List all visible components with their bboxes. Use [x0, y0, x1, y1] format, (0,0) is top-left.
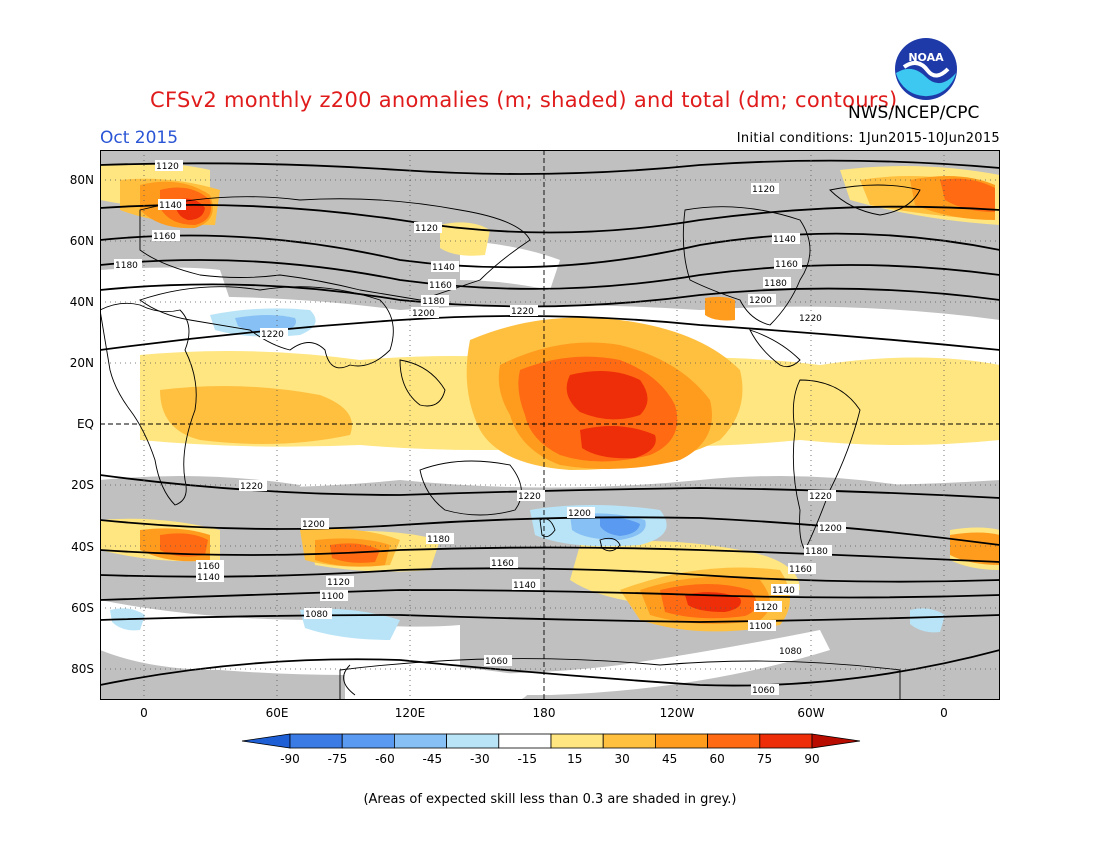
colorbar-tick-label: -60	[375, 752, 395, 766]
contour-label: 1200	[302, 520, 325, 530]
height-contours	[100, 159, 1000, 687]
contour-label: 1100	[749, 622, 772, 632]
lat-label: 80N	[69, 173, 94, 187]
contour-label: 1160	[429, 281, 452, 291]
anomaly-75-90	[175, 198, 741, 612]
lon-label: 120E	[394, 706, 426, 720]
lat-label: 60S	[71, 601, 94, 615]
lon-label: 120W	[659, 706, 695, 720]
colorbar-end-low	[241, 733, 291, 749]
lon-label: 60W	[797, 706, 825, 720]
colorbar-tick-label: -45	[422, 752, 443, 766]
contour-label: 1120	[327, 578, 350, 588]
contour-label: 1160	[789, 565, 812, 575]
contour-label: 1200	[819, 524, 842, 534]
initial-conditions: Initial conditions: 1Jun2015-10Jun2015	[736, 131, 1000, 146]
colorbar-tick-label: -75	[327, 752, 348, 766]
contour-label: 1160	[775, 260, 798, 270]
colorbar-box	[341, 733, 395, 749]
contour-label: 1220	[261, 330, 284, 340]
colorbar-tick-label: 15	[567, 752, 583, 766]
colorbar-tick-label: 45	[661, 752, 678, 766]
contour-label: 1060	[752, 686, 775, 696]
colorbar-box	[393, 733, 447, 749]
colorbar-box	[602, 733, 656, 749]
svg-text:NOAA: NOAA	[908, 51, 944, 64]
colorbar-box	[289, 733, 343, 749]
contour-label: 1140	[159, 201, 182, 211]
contour-label: 1220	[240, 482, 263, 492]
contour-label: 1220	[809, 492, 832, 502]
colorbar-tick-label: -15	[517, 752, 538, 766]
colorbar	[241, 733, 861, 749]
lon-label: 180	[532, 706, 556, 720]
contour-label: 1140	[432, 263, 455, 273]
contour-label: 1180	[764, 279, 787, 289]
contour-label: 1160	[491, 559, 514, 569]
footnote: (Areas of expected skill less than 0.3 a…	[363, 792, 737, 807]
contour-label: 1080	[305, 610, 328, 620]
colorbar-tick-label: 60	[709, 752, 725, 766]
negative-anomalies	[110, 308, 945, 700]
lat-label: 20N	[69, 356, 94, 370]
contour-label: 1120	[156, 162, 179, 172]
contour-label: 1100	[321, 592, 344, 602]
colorbar-box	[707, 733, 761, 749]
colorbar-box	[498, 733, 552, 749]
lat-label: 60N	[69, 234, 94, 248]
lat-lon-grid	[100, 150, 1000, 700]
contour-label: 1220	[799, 314, 822, 324]
lon-label: 0	[940, 706, 948, 720]
contour-label: 1140	[773, 235, 796, 245]
contour-label: 1120	[755, 603, 778, 613]
contour-label: 1220	[511, 307, 534, 317]
colorbar-box	[759, 733, 813, 749]
month-label: Oct 2015	[100, 128, 179, 148]
agency-label: NWS/NCEP/CPC	[848, 103, 980, 123]
lat-label: 40S	[71, 540, 94, 554]
contour-label: 1180	[427, 535, 450, 545]
lon-label: 60E	[265, 706, 289, 720]
anomaly-map: 1120 1140 1160 1180 1120 1140 1160 1180 …	[100, 150, 1000, 700]
contour-label: 1200	[568, 509, 591, 519]
colorbar-box	[654, 733, 708, 749]
colorbar-box	[550, 733, 604, 749]
contour-label: 1140	[772, 586, 795, 596]
contour-label: 1140	[197, 573, 220, 583]
chart-title: CFSv2 monthly z200 anomalies (m; shaded)…	[150, 88, 898, 112]
contour-label: 1080	[779, 647, 802, 657]
contour-label: 1220	[518, 492, 541, 502]
colorbar-tick-label: 90	[804, 752, 820, 766]
contour-label: 1200	[749, 296, 772, 306]
contour-label: 1180	[805, 547, 828, 557]
colorbar-tick-label: 75	[756, 752, 773, 766]
map-frame	[100, 150, 1000, 700]
lat-label: 80S	[71, 662, 94, 676]
colorbar-tick-label: -30	[470, 752, 490, 766]
contour-label: 1120	[752, 185, 775, 195]
equator-dateline	[100, 150, 1000, 700]
colorbar-end-high	[811, 733, 861, 749]
contour-label: 1160	[153, 232, 176, 242]
contour-label: 1180	[422, 297, 445, 307]
colorbar-box	[446, 733, 500, 749]
lat-label: EQ	[76, 417, 94, 431]
lat-label: 40N	[69, 295, 94, 309]
contour-label: 1200	[412, 309, 435, 319]
contour-label: 1060	[485, 657, 508, 667]
contour-label: 1160	[197, 562, 220, 572]
colorbar-tick-label: -90	[280, 752, 300, 766]
contour-labels: 1120 1140 1160 1180 1120 1140 1160 1180 …	[114, 160, 846, 696]
lat-label: 20S	[71, 478, 94, 492]
contour-label: 1140	[513, 581, 536, 591]
contour-label: 1180	[115, 261, 138, 271]
lon-label: 0	[140, 706, 148, 720]
contour-label: 1120	[415, 224, 438, 234]
colorbar-tick-label: 30	[614, 752, 630, 766]
noaa-logo: NOAA	[895, 38, 957, 100]
